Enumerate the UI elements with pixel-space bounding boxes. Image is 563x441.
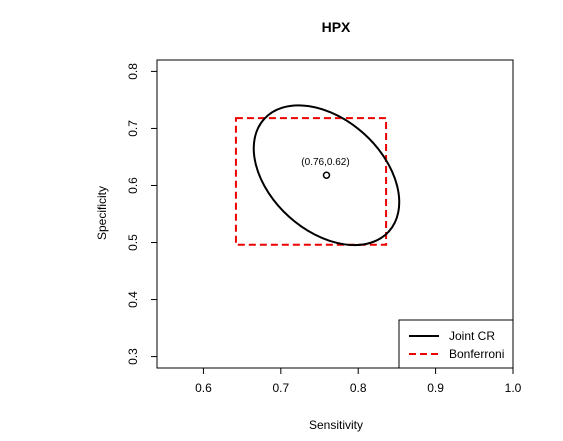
point-estimate-label: (0.76,0.62) — [301, 157, 349, 168]
y-axis: 0.3 0.4 0.5 0.6 0.7 0.8 — [126, 63, 157, 365]
y-tick-label: 0.7 — [126, 120, 140, 137]
bonferroni-rectangle — [234, 117, 388, 246]
y-tick-label: 0.5 — [126, 234, 140, 251]
legend: Joint CR Bonferroni — [398, 319, 514, 369]
x-tick-label: 0.9 — [427, 381, 444, 395]
y-tick-label: 0.4 — [126, 291, 140, 308]
chart-title: HPX — [322, 19, 351, 35]
legend-box — [398, 319, 514, 369]
x-axis-label: Sensitivity — [309, 418, 363, 432]
joint-cr-ellipse — [252, 104, 401, 247]
y-tick-label: 0.8 — [126, 63, 140, 80]
x-tick-label: 0.6 — [195, 381, 212, 395]
legend-label: Bonferroni — [449, 347, 504, 361]
x-axis: 0.6 0.7 0.8 0.9 1.0 — [195, 368, 522, 395]
x-tick-label: 0.7 — [272, 381, 289, 395]
legend-label: Joint CR — [449, 329, 495, 343]
plot-marks: (0.76,0.62) — [234, 104, 401, 247]
point-estimate — [322, 171, 331, 179]
y-axis-label: Specificity — [95, 186, 109, 240]
x-tick-label: 1.0 — [505, 381, 522, 395]
plot-frame — [156, 59, 514, 369]
y-tick-label: 0.6 — [126, 177, 140, 194]
y-tick-label: 0.3 — [126, 348, 140, 365]
x-tick-label: 0.8 — [350, 381, 367, 395]
